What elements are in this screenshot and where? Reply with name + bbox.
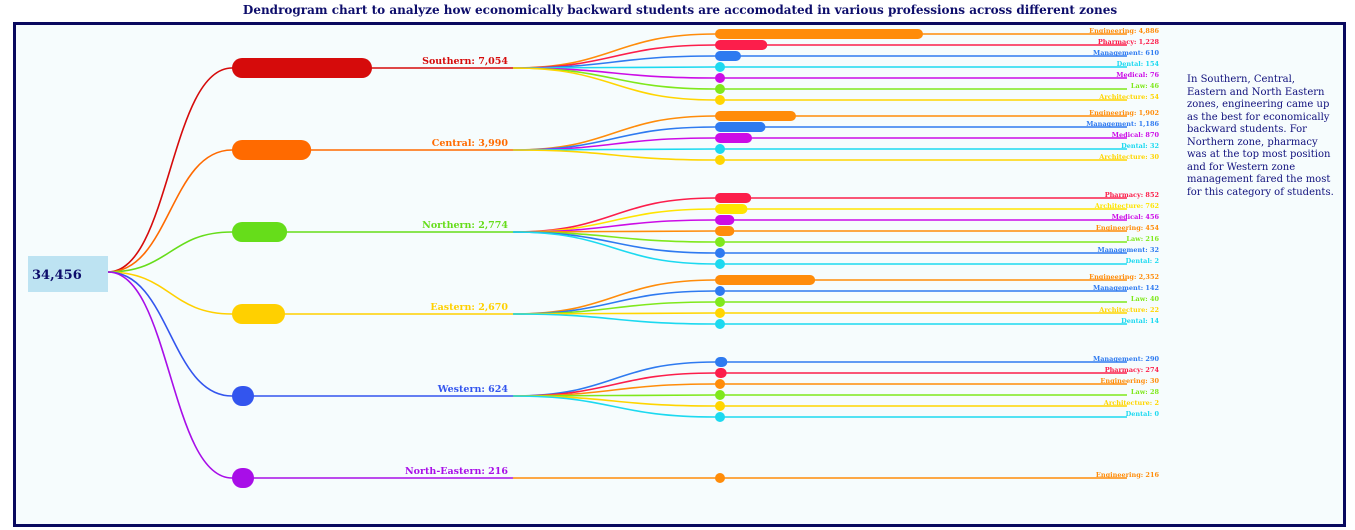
branch-label-western-management: Management: 290 — [1093, 355, 1159, 363]
branch-label-southern-law: Law: 46 — [1131, 82, 1160, 90]
branch-bar-central-dental — [715, 144, 725, 154]
branch-label-central-medical: Medical: 870 — [1112, 131, 1160, 139]
branch-link-northern-dental — [512, 231, 716, 265]
root-link-northern — [107, 231, 233, 273]
branch-bar-western-architecture — [715, 401, 725, 411]
branch-label-central-engineering: Engineering: 1,902 — [1089, 109, 1159, 117]
branch-bar-northern-medical — [715, 215, 735, 225]
branch-label-southern-architecture: Architecture: 54 — [1098, 93, 1159, 101]
root-link-western — [107, 271, 233, 397]
branch-bar-southern-law — [715, 84, 725, 94]
zone-label-southern: Southern: 7,054 — [422, 56, 508, 67]
branch-link-northern-pharmacy — [512, 197, 716, 233]
branch-bar-southern-pharmacy — [715, 40, 768, 50]
branch-label-northern-dental: Dental: 2 — [1126, 257, 1159, 265]
chart-frame — [13, 22, 1346, 527]
branch-link-central-architecture — [512, 149, 716, 161]
branch-bar-southern-medical — [715, 73, 725, 83]
zone-bar-southern — [232, 58, 372, 78]
branch-bar-northern-law — [715, 237, 725, 247]
branch-bar-north-eastern-engineering — [715, 473, 725, 483]
branch-label-western-dental: Dental: 0 — [1126, 410, 1160, 418]
branch-label-southern-engineering: Engineering: 4,886 — [1089, 27, 1159, 35]
branch-label-central-dental: Dental: 32 — [1121, 142, 1159, 150]
branch-link-eastern-dental — [512, 313, 716, 325]
branch-label-southern-dental: Dental: 154 — [1117, 60, 1160, 68]
branch-bar-southern-engineering — [715, 29, 923, 39]
zone-label-western: Western: 624 — [437, 384, 509, 395]
insight-note: In Southern, Central, Eastern and North … — [1187, 74, 1334, 198]
branch-bar-western-pharmacy — [715, 368, 727, 378]
branch-bar-eastern-law — [715, 297, 725, 307]
branch-bar-northern-architecture — [715, 204, 748, 214]
branch-link-western-dental — [512, 395, 716, 418]
branch-bar-western-law — [715, 390, 725, 400]
branch-bar-central-engineering — [715, 111, 796, 121]
branch-label-southern-management: Management: 610 — [1093, 49, 1159, 57]
branch-label-northern-architecture: Architecture: 762 — [1094, 202, 1159, 210]
branch-bar-northern-dental — [715, 259, 725, 269]
branch-label-eastern-architecture: Architecture: 22 — [1098, 306, 1159, 314]
zone-bar-north-eastern — [232, 468, 254, 488]
branch-link-northern-management — [512, 231, 716, 254]
branch-label-southern-pharmacy: Pharmacy: 1,228 — [1098, 38, 1160, 46]
root-link-central — [107, 149, 233, 273]
branch-label-western-engineering: Engineering: 30 — [1100, 377, 1159, 385]
root-link-north-eastern — [107, 271, 233, 479]
branch-label-southern-medical: Medical: 76 — [1116, 71, 1159, 79]
branch-label-eastern-dental: Dental: 14 — [1121, 317, 1159, 325]
branch-label-northern-management: Management: 32 — [1098, 246, 1159, 254]
branch-link-eastern-engineering — [512, 279, 716, 315]
branch-label-eastern-law: Law: 40 — [1131, 295, 1160, 303]
branch-bar-western-engineering — [715, 379, 725, 389]
branch-bar-central-architecture — [715, 155, 725, 165]
zone-bar-central — [232, 140, 312, 160]
zone-bar-eastern — [232, 304, 285, 324]
branch-link-central-engineering — [512, 115, 716, 151]
branch-bar-eastern-architecture — [715, 308, 725, 318]
branch-link-southern-architecture — [512, 67, 716, 101]
branch-label-western-pharmacy: Pharmacy: 274 — [1105, 366, 1160, 374]
branch-bar-southern-architecture — [715, 95, 725, 105]
branch-bar-eastern-engineering — [715, 275, 816, 285]
branch-bar-eastern-management — [715, 286, 725, 296]
root-node — [28, 256, 108, 292]
branch-bar-central-medical — [715, 133, 753, 143]
zone-label-northern: Northern: 2,774 — [422, 220, 508, 231]
branch-label-north-eastern-engineering: Engineering: 216 — [1096, 471, 1160, 479]
zone-bar-northern — [232, 222, 288, 242]
branch-label-eastern-engineering: Engineering: 2,352 — [1089, 273, 1159, 281]
branch-label-western-architecture: Architecture: 2 — [1103, 399, 1159, 407]
branch-bar-central-management — [715, 122, 766, 132]
branch-bar-northern-engineering — [715, 226, 735, 236]
root-link-southern — [107, 67, 233, 273]
branch-label-western-law: Law: 28 — [1131, 388, 1160, 396]
branch-label-northern-engineering: Engineering: 454 — [1096, 224, 1160, 232]
zone-label-north-eastern: North-Eastern: 216 — [405, 466, 508, 477]
branch-label-central-management: Management: 1,186 — [1086, 120, 1159, 128]
chart-title: Dendrogram chart to analyze how economic… — [242, 3, 1118, 17]
zone-label-eastern: Eastern: 2,670 — [430, 302, 508, 313]
branch-bar-western-management — [715, 357, 728, 367]
root-link-eastern — [107, 271, 233, 315]
branch-label-eastern-management: Management: 142 — [1093, 284, 1159, 292]
zone-label-central: Central: 3,990 — [432, 138, 509, 149]
branch-bar-eastern-dental — [715, 319, 725, 329]
zone-bar-western — [232, 386, 254, 406]
root-label: 34,456 — [32, 268, 82, 283]
branch-bar-southern-dental — [715, 62, 725, 72]
branch-link-southern-law — [512, 67, 716, 90]
branch-bar-northern-pharmacy — [715, 193, 752, 203]
branch-bar-northern-management — [715, 248, 725, 258]
branch-link-southern-engineering — [512, 33, 716, 69]
branch-bar-western-dental — [715, 412, 725, 422]
branch-label-central-architecture: Architecture: 30 — [1098, 153, 1159, 161]
branch-link-western-management — [512, 361, 716, 397]
branch-label-northern-law: Law: 216 — [1126, 235, 1159, 243]
branch-label-northern-pharmacy: Pharmacy: 852 — [1105, 191, 1159, 199]
branch-label-northern-medical: Medical: 456 — [1112, 213, 1160, 221]
branch-bar-southern-management — [715, 51, 741, 61]
